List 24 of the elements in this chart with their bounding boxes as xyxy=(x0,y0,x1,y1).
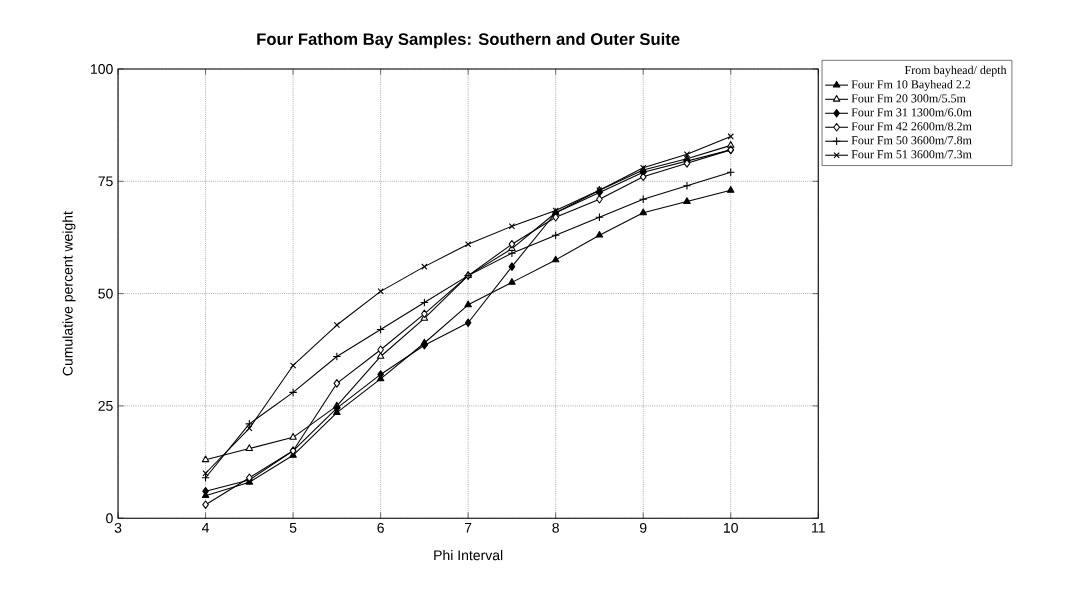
legend-label: Four Fm 10 Bayhead 2.2 xyxy=(851,79,971,91)
x-tick-label: 7 xyxy=(464,522,472,533)
x-tick-label: 8 xyxy=(552,522,559,533)
chart-title: Four Fathom Bay Samples: Southern and Outer Suite xyxy=(257,32,680,49)
legend-label: Four Fm 42 2600m/8.2m xyxy=(851,122,972,131)
x-tick-label: 4 xyxy=(201,522,210,533)
y-tick-label: 50 xyxy=(98,288,113,299)
y-tick-label: 75 xyxy=(98,176,113,187)
x-tick-label: 9 xyxy=(639,522,647,533)
legend-label: Four Fm 50 3600m/7.8m xyxy=(851,136,972,145)
x-axis-title: Phi Interval xyxy=(434,549,503,561)
y-tick-label: 100 xyxy=(91,63,113,74)
x-tick-label: 10 xyxy=(724,522,738,533)
legend-label: Four Fm 31 1300m/6.0m xyxy=(851,108,972,117)
legend-title: From bayhead/ depth xyxy=(904,65,1007,77)
x-tick-label: 11 xyxy=(812,522,825,533)
legend-label: Four Fm 51 3600m/7.3m xyxy=(851,150,972,159)
x-tick-label: 5 xyxy=(289,522,297,533)
x-tick-label: 6 xyxy=(377,522,384,533)
legend-label: Four Fm 20 300m/5.5m xyxy=(851,94,966,103)
y-axis-title: Cumulative percent weight xyxy=(62,211,76,376)
y-tick-label: 0 xyxy=(106,513,113,524)
y-tick-label: 25 xyxy=(98,400,113,411)
x-tick-label: 3 xyxy=(114,522,122,533)
